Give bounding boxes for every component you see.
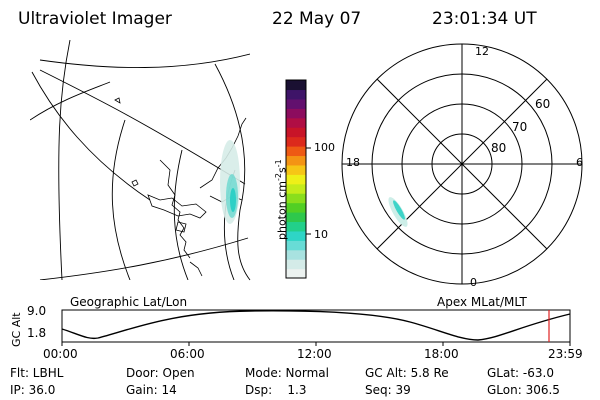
colorbar-segment	[286, 108, 306, 119]
time-label: 23:01:34 UT	[432, 9, 537, 29]
geo-panel-label: Geographic Lat/Lon	[70, 295, 188, 309]
geographic-map	[30, 40, 250, 280]
glon-status: GLon: 306.5	[487, 383, 560, 397]
coastline	[189, 261, 203, 277]
mlt-label-6: 6	[576, 156, 583, 169]
altitude-xtick: 23:59	[548, 347, 583, 361]
island	[131, 179, 139, 187]
coastline	[159, 159, 191, 259]
altitude-xtick: 18:00	[424, 347, 459, 361]
colorbar-segment	[286, 127, 306, 138]
colorbar-segment	[286, 212, 306, 223]
polar-panel-label: Apex MLat/MLT	[437, 295, 527, 309]
colorbar-label-10: 10	[314, 228, 328, 241]
colorbar-unit-label: photon cm-2s-1	[274, 159, 289, 240]
polar-plot	[341, 43, 583, 285]
altitude-curve	[61, 310, 571, 341]
mlt-label-0: 0	[470, 276, 477, 289]
dsp-status: Dsp: 1.3	[245, 383, 307, 397]
colorbar-segment	[286, 146, 306, 157]
mlt-label-12: 12	[475, 45, 489, 58]
mlat-label-60: 60	[535, 97, 551, 111]
instrument-title: Ultraviolet Imager	[18, 9, 172, 29]
earth-limb	[214, 63, 251, 281]
aurora-geo	[220, 140, 240, 224]
altitude-xtick: 12:00	[297, 347, 332, 361]
seq-status: Seq: 39	[365, 383, 411, 397]
geo-grid-line	[111, 119, 131, 280]
colorbar-segment	[286, 155, 306, 166]
colorbar-segment	[286, 183, 306, 194]
altitude-ytick-high: 9.0	[27, 304, 47, 318]
geo-grid-line	[39, 53, 250, 69]
colorbar-segment	[286, 240, 306, 251]
coastlines	[114, 97, 247, 277]
colorbar-segment	[286, 117, 306, 128]
geo-grid-line	[30, 81, 111, 121]
colorbar	[285, 79, 307, 279]
mode-status: Mode: Normal	[245, 366, 329, 380]
geo-grid-line	[39, 69, 246, 185]
door-status: Door: Open	[126, 366, 195, 380]
geo-grid-line	[58, 40, 71, 280]
mlat-label-70: 70	[512, 120, 528, 134]
aurora-core	[230, 188, 236, 212]
filter-status: Flt: LBHL	[10, 366, 64, 380]
geo-grid-line	[39, 237, 249, 280]
altitude-xtick: 00:00	[43, 347, 78, 361]
aurora-core	[393, 200, 405, 220]
altitude-ytick-low: 1.8	[27, 326, 47, 340]
gc-alt-status: GC Alt: 5.8 Re	[365, 366, 449, 380]
mlat-label-80: 80	[491, 141, 507, 155]
colorbar-label-100: 100	[314, 141, 335, 154]
colorbar-segment	[286, 221, 306, 232]
date-label: 22 May 07	[272, 9, 362, 29]
colorbar-segment	[286, 80, 306, 91]
geo-grid-line	[173, 149, 189, 280]
island	[175, 221, 187, 233]
glat-status: GLat: -63.0	[487, 366, 554, 380]
island	[114, 97, 121, 104]
colorbar-segment	[286, 230, 306, 241]
aurora-polar	[388, 197, 408, 227]
colorbar-segment	[286, 89, 306, 100]
colorbar-segment	[286, 259, 306, 270]
colorbar-segment	[286, 136, 306, 147]
colorbar-segment	[286, 193, 306, 204]
colorbar-frame	[285, 79, 307, 279]
colorbar-segment	[286, 202, 306, 213]
colorbar-segment	[286, 174, 306, 185]
gain-status: Gain: 14	[126, 383, 177, 397]
ip-status: IP: 36.0	[10, 383, 56, 397]
colorbar-segment	[286, 249, 306, 260]
geo-grid-line	[31, 71, 151, 201]
coastline	[147, 194, 207, 219]
mlt-label-18: 18	[346, 156, 360, 169]
colorbar-segment	[286, 164, 306, 175]
colorbar-segment	[286, 268, 306, 279]
colorbar-segment	[286, 98, 306, 109]
altitude-ylabel: GC Alt	[10, 312, 23, 347]
altitude-xtick: 06:00	[170, 347, 205, 361]
